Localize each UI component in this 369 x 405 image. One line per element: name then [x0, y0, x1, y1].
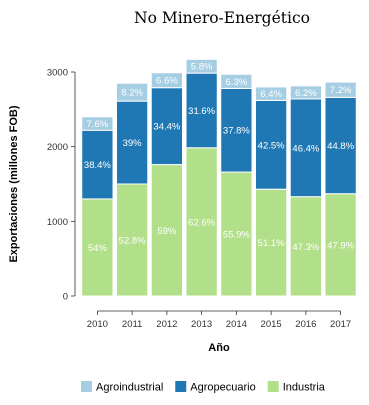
segment-label-agroindustrial-2015: 6.4%: [260, 89, 282, 100]
bar-segment-agropecuario-2016: [289, 98, 323, 198]
segment-label-agropecuario-2010: 38.4%: [84, 160, 111, 171]
x-tick-label: 2013: [191, 319, 212, 330]
legend-label-agroindustrial: Agroindustrial: [96, 382, 163, 394]
bar-segment-industria-2017: [324, 193, 357, 297]
segment-label-agropecuario-2011: 39%: [123, 138, 143, 149]
x-tick-label: 2014: [226, 319, 247, 330]
bars-layer: [81, 58, 357, 297]
legend-swatch-agroindustrial: [81, 381, 92, 392]
segment-label-agroindustrial-2016: 6.2%: [295, 88, 317, 99]
segment-label-agropecuario-2013: 31.6%: [188, 106, 215, 117]
segment-label-industria-2012: 59%: [157, 226, 177, 237]
bar-segment-agropecuario-2014: [220, 87, 253, 173]
bar-segment-industria-2010: [81, 198, 114, 297]
legend-swatch-industria: [267, 381, 279, 392]
bar-segment-agroindustrial-2012: [150, 72, 184, 89]
legend-swatch-agropecuario: [175, 381, 187, 392]
bar-segment-industria-2012: [150, 164, 184, 297]
segment-label-industria-2010: 54%: [88, 243, 108, 254]
segment-label-industria-2016: 47.3%: [292, 242, 319, 253]
bar-segment-industria-2016: [289, 196, 323, 297]
y-tick-label: 1000: [47, 217, 68, 228]
x-axis-title: Año: [208, 342, 230, 354]
segment-label-agroindustrial-2017: 7.2%: [330, 85, 352, 96]
y-tick-label: 0: [63, 292, 68, 303]
segment-label-agroindustrial-2012: 6.6%: [156, 76, 178, 87]
x-tick-label: 2017: [330, 319, 351, 330]
bar-segment-industria-2015: [254, 188, 288, 297]
x-tick-label: 2011: [122, 319, 142, 330]
bar-segment-agroindustrial-2017: [324, 81, 357, 98]
x-tick-label: 2016: [295, 319, 316, 330]
legend-label-industria: Industria: [283, 382, 326, 394]
segment-label-agroindustrial-2010: 7.6%: [87, 119, 109, 130]
segment-label-industria-2015: 51.1%: [258, 238, 285, 249]
segment-label-agropecuario-2012: 34.4%: [153, 122, 180, 133]
x-tick-label: 2010: [87, 319, 108, 330]
segment-label-agroindustrial-2011: 8.2%: [121, 88, 143, 99]
bar-segment-agropecuario-2010: [81, 129, 114, 200]
segment-label-agropecuario-2015: 42.5%: [258, 140, 285, 151]
y-tick-label: 3000: [47, 68, 68, 79]
y-axis: 0 1000 2000 3000: [47, 68, 76, 303]
bar-segment-agropecuario-2017: [324, 96, 357, 195]
bar-segment-agropecuario-2015: [254, 99, 288, 190]
bar-segment-agroindustrial-2015: [254, 86, 288, 101]
y-tick-label: 2000: [47, 142, 68, 153]
chart-title: No Minero-Energético: [134, 9, 310, 27]
segment-label-agropecuario-2017: 44.8%: [327, 141, 354, 152]
x-tick-label: 2012: [156, 319, 177, 330]
segment-label-agropecuario-2014: 37.8%: [223, 126, 250, 137]
bar-segment-agroindustrial-2011: [115, 82, 149, 102]
bar-segment-agropecuario-2013: [185, 72, 218, 149]
segment-label-industria-2013: 62.6%: [188, 217, 215, 228]
segment-label-agropecuario-2016: 46.4%: [292, 143, 319, 154]
bar-segment-industria-2011: [115, 183, 149, 297]
segment-labels-layer: 54% 38.4% 7.6% 52.8% 39% 8.2% 59% 34.4% 6.6% 62.6…: [84, 62, 355, 254]
x-axis: 2010 2011 2012 2013 2014 2015 2016 2017: [87, 310, 351, 330]
segment-label-agroindustrial-2013: 5.8%: [191, 62, 213, 73]
legend: Agroindustrial Agropecuario Industria: [81, 381, 326, 394]
bar-segment-agroindustrial-2016: [289, 85, 323, 100]
segment-label-industria-2011: 52.8%: [119, 236, 146, 247]
bar-segment-agroindustrial-2010: [81, 116, 114, 131]
legend-label-agropecuario: Agropecuario: [190, 382, 255, 394]
y-axis-title: Exportaciones (millones FOB): [8, 105, 20, 262]
segment-label-agroindustrial-2014: 6.3%: [226, 77, 248, 88]
bar-segment-agroindustrial-2014: [220, 73, 253, 89]
bar-segment-agropecuario-2011: [115, 100, 149, 185]
segment-label-industria-2017: 47.9%: [327, 240, 354, 251]
x-tick-label: 2015: [261, 319, 282, 330]
bar-segment-agroindustrial-2013: [185, 58, 218, 74]
bar-segment-agropecuario-2012: [150, 87, 184, 166]
segment-label-industria-2014: 55.9%: [223, 230, 250, 241]
